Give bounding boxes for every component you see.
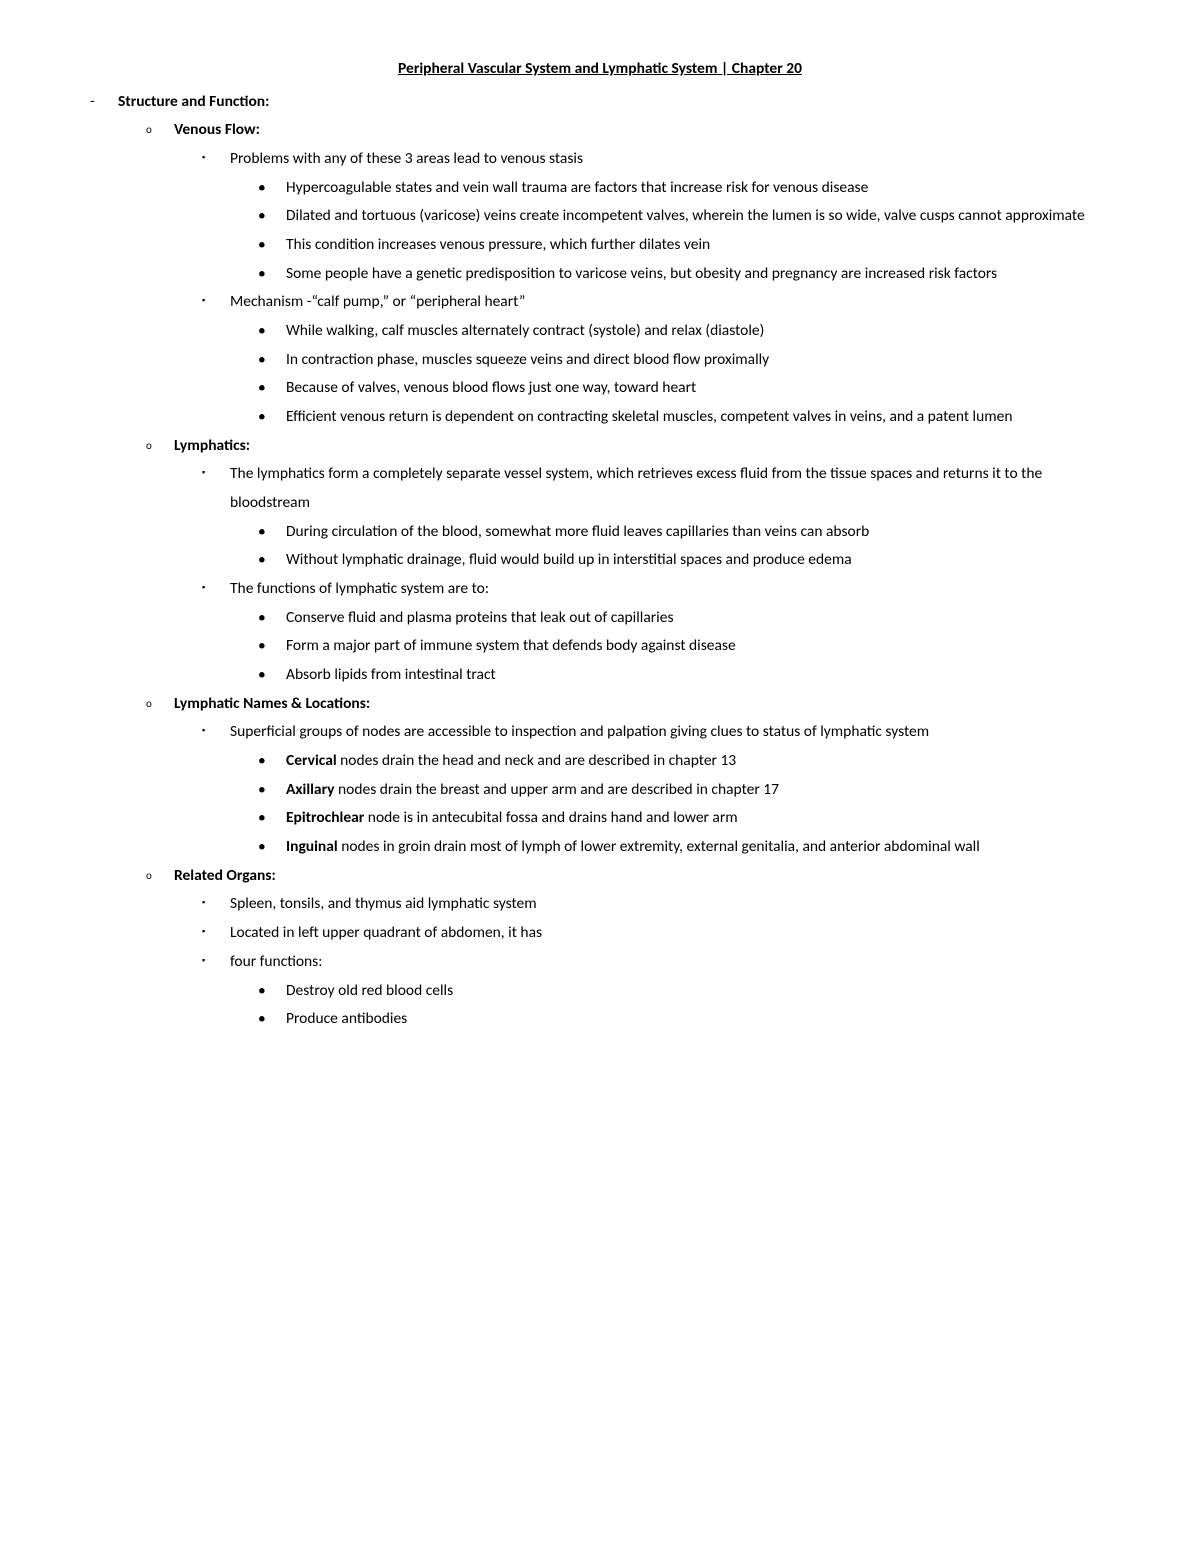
item-lymph-functions: The functions of lymphatic system are to… — [174, 575, 1110, 690]
term: Axillary — [286, 780, 335, 799]
text: Destroy old red blood cells — [286, 981, 453, 1000]
term: Inguinal — [286, 837, 338, 856]
text: node is in antecubital fossa and drains … — [364, 808, 737, 827]
term: Cervical — [286, 751, 337, 770]
text: Located in left upper quadrant of abdome… — [230, 923, 542, 942]
section-venous-flow: Venous Flow: Problems with any of these … — [118, 116, 1110, 431]
text: The lymphatics form a completely separat… — [230, 464, 1042, 512]
bullet: Located in left upper quadrant of abdome… — [174, 919, 1110, 948]
text: Mechanism -“calf pump,” or “peripheral h… — [230, 292, 525, 311]
text: Spleen, tonsils, and thymus aid lymphati… — [230, 894, 537, 913]
text: Hypercoagulable states and vein wall tra… — [286, 178, 868, 197]
text: While walking, calf muscles alternately … — [286, 321, 764, 340]
text: Problems with any of these 3 areas lead … — [230, 149, 583, 168]
bullet: Without lymphatic drainage, fluid would … — [230, 546, 1110, 575]
bullet: Conserve fluid and plasma proteins that … — [230, 604, 1110, 633]
heading-l1: Lymphatics: — [174, 436, 250, 455]
item-mechanism: Mechanism -“calf pump,” or “peripheral h… — [174, 288, 1110, 431]
heading-l0: Structure and Function: — [118, 92, 269, 111]
bullet: Spleen, tonsils, and thymus aid lymphati… — [174, 890, 1110, 919]
text: Because of valves, venous blood flows ju… — [286, 378, 696, 397]
bullet: Destroy old red blood cells — [230, 977, 1110, 1006]
bullet: Because of valves, venous blood flows ju… — [230, 374, 1110, 403]
item-superficial-nodes: Superficial groups of nodes are accessib… — [174, 718, 1110, 861]
bullet: Hypercoagulable states and vein wall tra… — [230, 174, 1110, 203]
bullet: Absorb lipids from intestinal tract — [230, 661, 1110, 690]
bullet: Some people have a genetic predispositio… — [230, 260, 1110, 289]
heading-l1: Related Organs: — [174, 866, 276, 885]
heading-l1: Lymphatic Names & Locations: — [174, 694, 370, 713]
heading-l1: Venous Flow: — [174, 120, 260, 139]
bullet-cervical: Cervical nodes drain the head and neck a… — [230, 747, 1110, 776]
section-lymphatics: Lymphatics: The lymphatics form a comple… — [118, 432, 1110, 690]
page-title: Peripheral Vascular System and Lymphatic… — [90, 55, 1110, 84]
outline-root: Structure and Function: Venous Flow: Pro… — [90, 88, 1110, 1034]
text: During circulation of the blood, somewha… — [286, 522, 869, 541]
text: This condition increases venous pressure… — [286, 235, 710, 254]
bullet: This condition increases venous pressure… — [230, 231, 1110, 260]
section-related-organs: Related Organs: Spleen, tonsils, and thy… — [118, 862, 1110, 1034]
bullet: In contraction phase, muscles squeeze ve… — [230, 346, 1110, 375]
text: four functions: — [230, 952, 322, 971]
text: The functions of lymphatic system are to… — [230, 579, 489, 598]
item-problems: Problems with any of these 3 areas lead … — [174, 145, 1110, 288]
term: Epitrochlear — [286, 808, 364, 827]
text: Conserve fluid and plasma proteins that … — [286, 608, 674, 627]
bullet: Dilated and tortuous (varicose) veins cr… — [230, 202, 1110, 231]
bullet-axillary: Axillary nodes drain the breast and uppe… — [230, 776, 1110, 805]
bullet: Produce antibodies — [230, 1005, 1110, 1034]
item-four-functions: four functions: Destroy old red blood ce… — [174, 948, 1110, 1034]
text: nodes drain the breast and upper arm and… — [335, 780, 779, 799]
text: Some people have a genetic predispositio… — [286, 264, 997, 283]
bullet-epitrochlear: Epitrochlear node is in antecubital foss… — [230, 804, 1110, 833]
bullet: While walking, calf muscles alternately … — [230, 317, 1110, 346]
text: nodes drain the head and neck and are de… — [337, 751, 737, 770]
bullet: Efficient venous return is dependent on … — [230, 403, 1110, 432]
text: Form a major part of immune system that … — [286, 636, 736, 655]
section-lymph-names: Lymphatic Names & Locations: Superficial… — [118, 690, 1110, 862]
text: Dilated and tortuous (varicose) veins cr… — [286, 206, 1085, 225]
text: Efficient venous return is dependent on … — [286, 407, 1012, 426]
item-lymph-vessel: The lymphatics form a completely separat… — [174, 460, 1110, 575]
text: In contraction phase, muscles squeeze ve… — [286, 350, 769, 369]
text: Without lymphatic drainage, fluid would … — [286, 550, 852, 569]
text: nodes in groin drain most of lymph of lo… — [338, 837, 980, 856]
text: Superficial groups of nodes are accessib… — [230, 722, 929, 741]
section-structure-function: Structure and Function: Venous Flow: Pro… — [90, 88, 1110, 1034]
text: Produce antibodies — [286, 1009, 407, 1028]
bullet-inguinal: Inguinal nodes in groin drain most of ly… — [230, 833, 1110, 862]
bullet: Form a major part of immune system that … — [230, 632, 1110, 661]
text: Absorb lipids from intestinal tract — [286, 665, 496, 684]
bullet: During circulation of the blood, somewha… — [230, 518, 1110, 547]
